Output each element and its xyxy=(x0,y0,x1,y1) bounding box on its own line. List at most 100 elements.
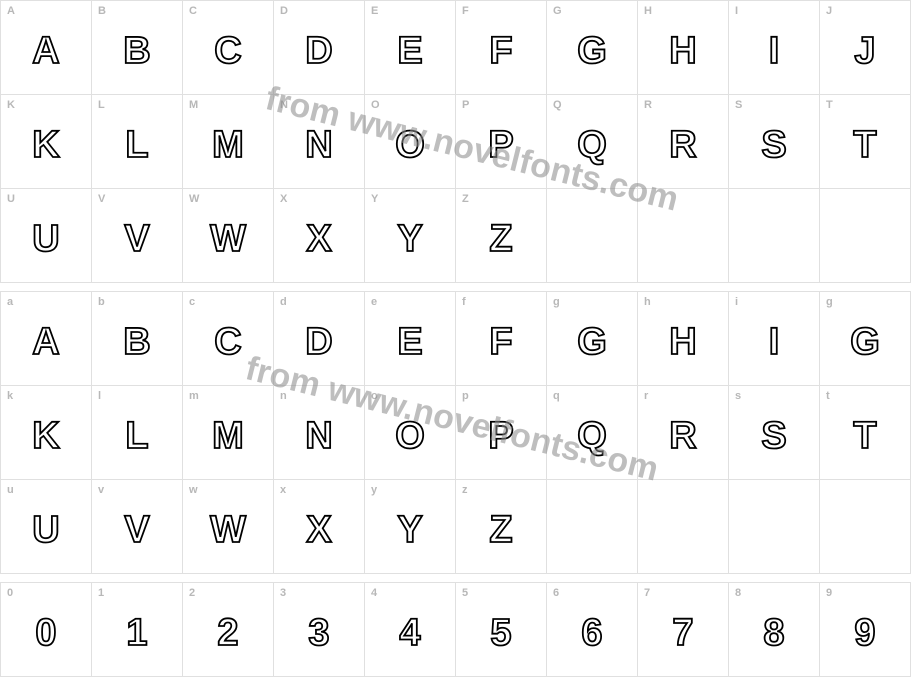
glyph-cell: gG xyxy=(547,292,638,386)
cell-label: E xyxy=(371,5,379,17)
glyph-outline: H xyxy=(669,32,696,70)
chart-row: uUvVwWxXyYzZ xyxy=(1,480,911,574)
cell-label: g xyxy=(826,296,833,308)
glyph-outline: V xyxy=(124,511,149,549)
section-spacer xyxy=(0,574,911,582)
glyph-outline: C xyxy=(214,32,241,70)
glyph-outline: H xyxy=(669,323,696,361)
glyph-cell xyxy=(638,480,729,574)
glyph-cell: DD xyxy=(274,1,365,95)
glyph-outline: N xyxy=(305,417,332,455)
glyph-outline: I xyxy=(769,32,780,70)
glyph-cell: rR xyxy=(638,386,729,480)
glyph-cell: CC xyxy=(183,1,274,95)
glyph-outline: 7 xyxy=(672,614,693,652)
glyph-cell: ZZ xyxy=(456,189,547,283)
glyph-outline: W xyxy=(210,220,246,258)
cell-label: X xyxy=(280,193,288,205)
glyph-outline: R xyxy=(669,417,696,455)
glyph-cell: dD xyxy=(274,292,365,386)
glyph-cell: 66 xyxy=(547,583,638,677)
glyph-cell: zZ xyxy=(456,480,547,574)
cell-label: K xyxy=(7,99,15,111)
cell-label: B xyxy=(98,5,106,17)
glyph-cell: VV xyxy=(92,189,183,283)
cell-label: a xyxy=(7,296,13,308)
font-chart: AABBCCDDEEFFGGHHIIJJKKLLMMNNOOPPQQRRSSTT… xyxy=(0,0,911,677)
glyph-cell: aA xyxy=(1,292,92,386)
glyph-cell: 00 xyxy=(1,583,92,677)
glyph-cell: wW xyxy=(183,480,274,574)
glyph-cell: qQ xyxy=(547,386,638,480)
glyph-cell: BB xyxy=(92,1,183,95)
glyph-outline: J xyxy=(854,32,875,70)
section-uppercase: AABBCCDDEEFFGGHHIIJJKKLLMMNNOOPPQQRRSSTT… xyxy=(0,0,911,283)
glyph-cell: gG xyxy=(820,292,911,386)
section-digits: 00112233445566778899 xyxy=(0,582,911,677)
cell-label: 8 xyxy=(735,587,741,599)
glyph-cell: 33 xyxy=(274,583,365,677)
glyph-cell xyxy=(729,480,820,574)
glyph-cell: iI xyxy=(729,292,820,386)
glyph-outline: S xyxy=(761,417,786,455)
cell-label: P xyxy=(462,99,470,111)
glyph-outline: 2 xyxy=(217,614,238,652)
cell-label: w xyxy=(189,484,198,496)
glyph-outline: X xyxy=(306,220,331,258)
glyph-outline: 3 xyxy=(308,614,329,652)
cell-label: I xyxy=(735,5,738,17)
cell-label: M xyxy=(189,99,198,111)
cell-label: F xyxy=(462,5,469,17)
glyph-outline: E xyxy=(397,323,422,361)
glyph-cell: WW xyxy=(183,189,274,283)
cell-label: y xyxy=(371,484,377,496)
glyph-outline: C xyxy=(214,323,241,361)
glyph-outline: 4 xyxy=(399,614,420,652)
glyph-cell: xX xyxy=(274,480,365,574)
glyph-cell: FF xyxy=(456,1,547,95)
glyph-cell xyxy=(820,189,911,283)
cell-label: 1 xyxy=(98,587,104,599)
glyph-cell: KK xyxy=(1,95,92,189)
glyph-outline: L xyxy=(125,126,148,164)
glyph-cell: 55 xyxy=(456,583,547,677)
glyph-outline: V xyxy=(124,220,149,258)
cell-label: r xyxy=(644,390,648,402)
glyph-cell: 99 xyxy=(820,583,911,677)
cell-label: 7 xyxy=(644,587,650,599)
glyph-outline: A xyxy=(32,323,59,361)
cell-label: q xyxy=(553,390,560,402)
glyph-outline: D xyxy=(305,32,332,70)
cell-label: t xyxy=(826,390,830,402)
cell-label: Y xyxy=(371,193,379,205)
cell-label: S xyxy=(735,99,743,111)
glyph-cell: AA xyxy=(1,1,92,95)
glyph-cell: RR xyxy=(638,95,729,189)
glyph-cell: YY xyxy=(365,189,456,283)
glyph-cell: EE xyxy=(365,1,456,95)
cell-label: 5 xyxy=(462,587,468,599)
cell-label: H xyxy=(644,5,652,17)
glyph-outline: Q xyxy=(577,417,607,455)
cell-label: Z xyxy=(462,193,469,205)
cell-label: c xyxy=(189,296,195,308)
cell-label: W xyxy=(189,193,200,205)
glyph-outline: Z xyxy=(489,220,512,258)
glyph-outline: 6 xyxy=(581,614,602,652)
chart-row: UUVVWWXXYYZZ xyxy=(1,189,911,283)
glyph-outline: F xyxy=(489,323,512,361)
glyph-outline: B xyxy=(123,32,150,70)
glyph-outline: P xyxy=(488,126,513,164)
glyph-cell: II xyxy=(729,1,820,95)
glyph-outline: G xyxy=(850,323,880,361)
glyph-outline: Z xyxy=(489,511,512,549)
cell-label: G xyxy=(553,5,562,17)
glyph-cell: nN xyxy=(274,386,365,480)
glyph-outline: E xyxy=(397,32,422,70)
cell-label: x xyxy=(280,484,286,496)
glyph-outline: Q xyxy=(577,126,607,164)
glyph-cell: 11 xyxy=(92,583,183,677)
cell-label: i xyxy=(735,296,738,308)
cell-label: 9 xyxy=(826,587,832,599)
glyph-outline: B xyxy=(123,323,150,361)
